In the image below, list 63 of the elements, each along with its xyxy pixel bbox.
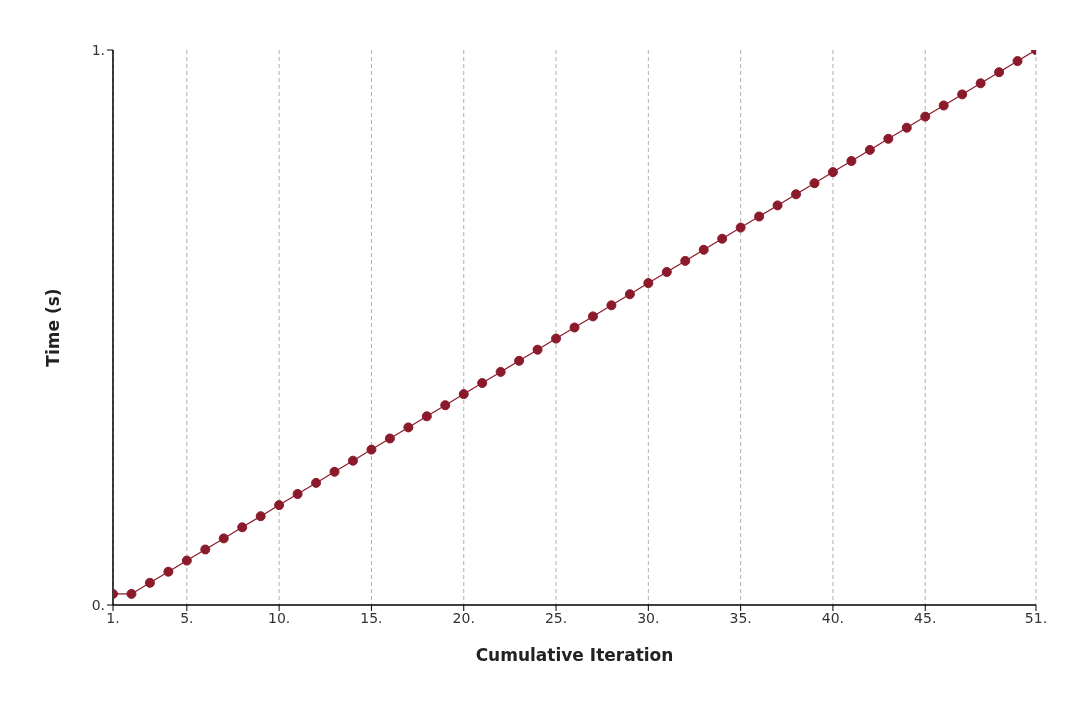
point (384, 433, 395, 444)
point (624, 289, 635, 300)
point (772, 200, 783, 211)
point (680, 255, 691, 266)
point (864, 144, 875, 155)
point (532, 344, 543, 355)
point (975, 78, 986, 89)
x-tick-label: 40. (821, 609, 845, 626)
point (144, 577, 155, 588)
point (218, 533, 229, 544)
point (661, 267, 672, 277)
x-tick-label: 51. (1024, 609, 1048, 626)
x-tick-label: 10. (268, 609, 291, 626)
point (477, 378, 488, 388)
x-tick-label: 35. (729, 609, 752, 626)
y-axis-title: Time (s) (43, 288, 64, 367)
point (126, 588, 137, 599)
point (1012, 56, 1023, 67)
x-tick-label: 45. (914, 609, 937, 626)
point (403, 422, 414, 433)
point (421, 411, 432, 422)
x-tick-label: 5. (180, 609, 194, 626)
point (994, 67, 1005, 78)
x-tick-label: 30. (637, 609, 660, 626)
point (292, 489, 303, 499)
point (883, 133, 894, 144)
point (311, 477, 322, 488)
point (791, 189, 802, 200)
point (181, 555, 192, 566)
point (255, 511, 266, 522)
x-tick-label: 25. (544, 609, 568, 626)
point (901, 122, 912, 133)
point (606, 300, 617, 311)
point (458, 389, 469, 400)
point (329, 466, 340, 477)
x-tick-label: 20. (452, 609, 475, 626)
point (809, 178, 820, 189)
point (698, 244, 709, 255)
x-axis-title: Cumulative Iteration (475, 645, 674, 665)
point (846, 156, 857, 166)
x-tick-label: 15. (360, 609, 383, 626)
point (440, 400, 451, 411)
point (551, 333, 562, 344)
point (274, 500, 285, 511)
point (495, 366, 506, 377)
point (920, 111, 931, 122)
point (587, 311, 598, 322)
point (237, 522, 248, 533)
point (735, 222, 746, 233)
point (827, 167, 838, 178)
point (717, 233, 728, 244)
point (514, 355, 525, 366)
point (347, 455, 358, 466)
point (957, 89, 968, 100)
point (366, 444, 377, 455)
point (938, 100, 949, 111)
point (643, 278, 654, 289)
point (163, 566, 174, 577)
point (569, 322, 580, 333)
y-tick-label: 0. (91, 596, 105, 613)
x-tick-label: 1. (106, 609, 120, 626)
point (200, 544, 211, 555)
point (754, 211, 765, 222)
